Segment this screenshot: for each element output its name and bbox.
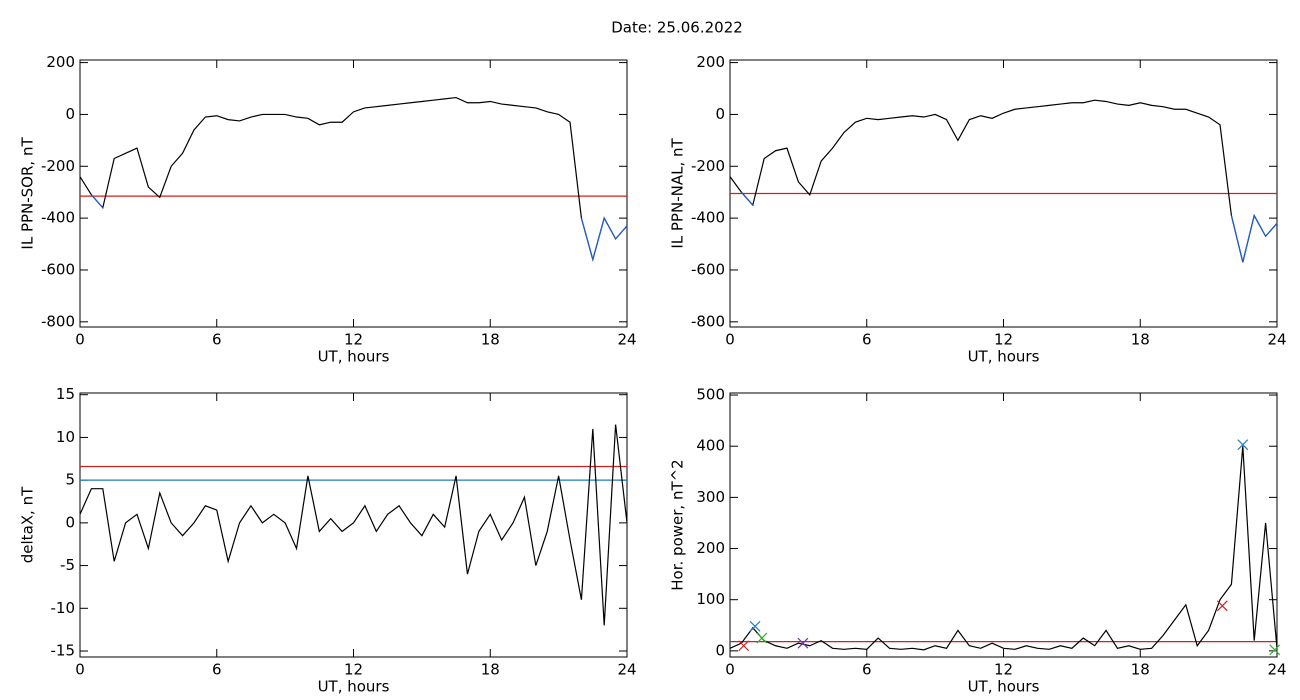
cross-marker [749, 620, 761, 632]
y-tick-label: -600 [691, 260, 725, 278]
x-tick-label: 0 [725, 661, 735, 679]
data-line [79, 96, 628, 262]
x-tick-label: 6 [862, 661, 872, 679]
data-line [79, 424, 628, 626]
y-tick-label: 0 [65, 105, 75, 123]
x-tick-label: 6 [212, 331, 222, 349]
x-tick-label: 0 [75, 331, 85, 349]
x-tick-label: 24 [617, 331, 636, 349]
y-tick-label: -800 [691, 312, 725, 330]
y-tick-label: -15 [51, 642, 76, 660]
cross-marker [1237, 439, 1249, 451]
data-line [729, 99, 1278, 263]
cross-marker [756, 632, 768, 644]
x-tick-label: 12 [994, 661, 1013, 679]
y-tick-label: -800 [41, 312, 75, 330]
plot-frame [79, 59, 628, 328]
y-tick-label: -600 [41, 260, 75, 278]
x-axis-label: UT, hours [968, 348, 1040, 366]
y-tick-label: 0 [715, 105, 725, 123]
x-tick-label: 18 [481, 331, 500, 349]
y-tick-label: -10 [51, 599, 76, 617]
plot-frame [79, 392, 628, 658]
y-axis-label: IL PPN-NAL, nT [669, 138, 687, 249]
cross-marker [1269, 644, 1281, 656]
x-tick-label: 18 [481, 661, 500, 679]
y-tick-label: -5 [60, 556, 75, 574]
x-tick-label: 24 [1267, 661, 1286, 679]
y-tick-label: 5 [65, 471, 75, 489]
y-tick-label: -200 [41, 157, 75, 175]
x-axis-label: UT, hours [968, 678, 1040, 696]
x-tick-label: 12 [344, 661, 363, 679]
cross-marker [797, 637, 809, 649]
data-line [740, 191, 1278, 263]
y-tick-label: 200 [696, 53, 725, 71]
x-axis-label: UT, hours [318, 678, 390, 696]
x-tick-label: 6 [212, 661, 222, 679]
y-tick-label: 500 [696, 386, 725, 404]
cross-marker [738, 640, 750, 652]
plot-frame [729, 392, 1278, 658]
y-tick-label: 300 [696, 488, 725, 506]
date-title: Date: 25.06.2022 [611, 19, 743, 37]
x-axis-label: UT, hours [318, 348, 390, 366]
data-line [729, 446, 1278, 651]
y-tick-label: 200 [696, 539, 725, 557]
y-tick-label: 10 [56, 428, 75, 446]
y-tick-label: -400 [691, 209, 725, 227]
y-axis-label: deltaX, nT [19, 486, 37, 563]
y-tick-label: 400 [696, 437, 725, 455]
x-tick-label: 0 [725, 331, 735, 349]
y-tick-label: -400 [41, 209, 75, 227]
y-tick-label: -200 [691, 157, 725, 175]
x-tick-label: 6 [862, 331, 872, 349]
x-tick-label: 12 [994, 331, 1013, 349]
x-tick-label: 18 [1131, 661, 1150, 679]
y-tick-label: 100 [696, 590, 725, 608]
x-tick-label: 24 [1267, 331, 1286, 349]
x-tick-label: 0 [75, 661, 85, 679]
x-tick-label: 24 [617, 661, 636, 679]
cross-marker [1216, 600, 1228, 612]
y-axis-label: IL PPN-SOR, nT [19, 137, 37, 250]
y-tick-label: 0 [715, 641, 725, 659]
y-tick-label: 200 [46, 53, 75, 71]
data-line [90, 194, 628, 262]
y-axis-label: Hor. power, nT^2 [669, 459, 687, 590]
y-tick-label: 15 [56, 385, 75, 403]
y-tick-label: 0 [65, 513, 75, 531]
x-tick-label: 12 [344, 331, 363, 349]
x-tick-label: 18 [1131, 331, 1150, 349]
